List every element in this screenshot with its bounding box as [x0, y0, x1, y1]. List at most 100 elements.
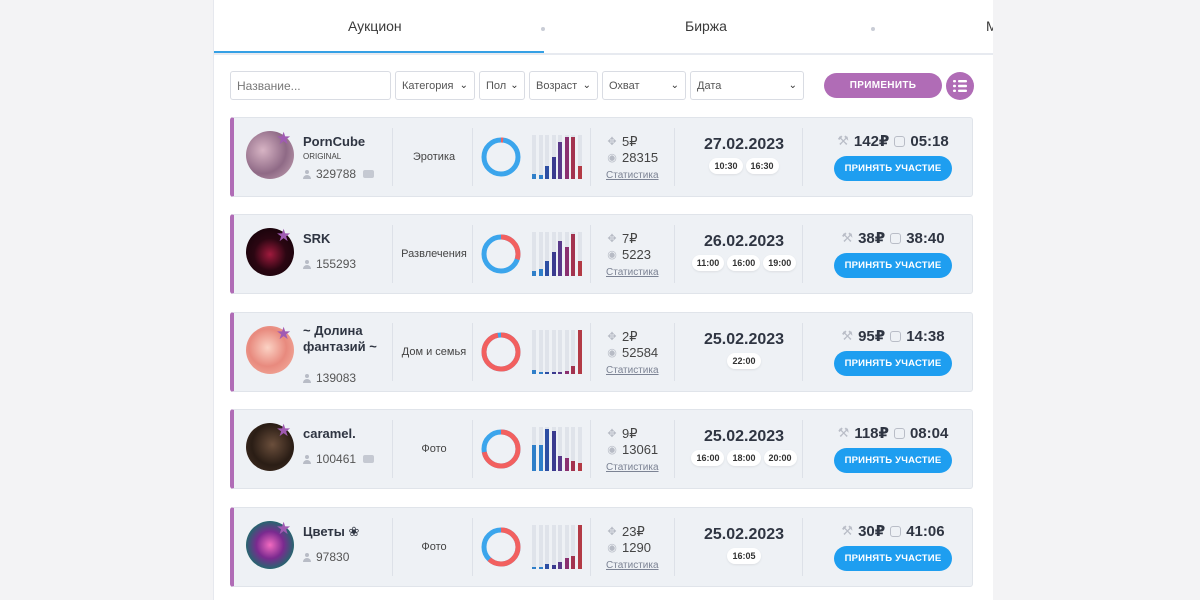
gavel-icon: ⚒	[841, 523, 854, 538]
bid-block: ⚒ 95₽ 14:38 ПРИНЯТЬ УЧАСТИЕ	[818, 327, 968, 376]
avatar[interactable]	[246, 228, 294, 276]
avatar[interactable]	[246, 326, 294, 374]
join-auction-button[interactable]: ПРИНЯТЬ УЧАСТИЕ	[834, 351, 952, 376]
channel-name[interactable]: caramel.	[303, 426, 356, 441]
chevron-down-icon: ⌄	[459, 80, 468, 91]
join-auction-button[interactable]: ПРИНЯТЬ УЧАСТИЕ	[834, 448, 952, 473]
countdown-timer: 38:40	[906, 229, 945, 247]
bar-track	[532, 135, 536, 179]
channel-name[interactable]: Цветы ❀	[303, 524, 360, 539]
bar-track	[532, 232, 536, 276]
join-auction-button[interactable]: ПРИНЯТЬ УЧАСТИЕ	[834, 546, 952, 571]
join-auction-button[interactable]: ПРИНЯТЬ УЧАСТИЕ	[834, 156, 952, 181]
tab-auction[interactable]: Аукцион	[348, 18, 402, 34]
column-divider	[674, 128, 675, 186]
category-select-label: Категория	[402, 79, 454, 92]
chat-icon[interactable]	[363, 170, 375, 178]
column-divider	[674, 225, 675, 283]
column-divider	[472, 225, 473, 283]
subscriber-value: 329788	[316, 167, 357, 181]
time-slot[interactable]: 16:00	[727, 255, 761, 271]
publication-date: 27.02.2023	[703, 136, 785, 153]
subscriber-value: 100461	[316, 452, 357, 466]
user-icon	[303, 373, 311, 383]
bar-track	[545, 330, 549, 374]
tab-third[interactable]: М	[986, 18, 993, 34]
bar-fill	[551, 157, 556, 179]
crosshair-icon: ✥	[607, 233, 617, 245]
time-slot[interactable]: 22:00	[727, 353, 761, 369]
bar-track	[532, 427, 536, 471]
channel-name[interactable]: SRK	[303, 231, 331, 246]
statistics-link[interactable]: Статистика	[606, 170, 659, 181]
bar-track	[545, 135, 549, 179]
avatar[interactable]	[246, 423, 294, 471]
current-bid: 118₽	[854, 425, 889, 442]
bar-fill	[538, 445, 543, 471]
avatar[interactable]	[246, 131, 294, 179]
time-slot[interactable]: 11:00	[691, 255, 725, 271]
apply-button[interactable]: ПРИМЕНИТЬ	[824, 73, 942, 98]
bar-fill	[564, 458, 569, 471]
bar-fill	[571, 366, 575, 374]
bar-track	[564, 330, 569, 374]
time-slot[interactable]: 16:05	[727, 548, 761, 564]
chevron-down-icon: ⌄	[582, 80, 591, 91]
bid-block: ⚒ 38₽ 38:40 ПРИНЯТЬ УЧАСТИЕ	[818, 229, 968, 278]
countdown-timer: 14:38	[906, 327, 945, 345]
bar-fill	[551, 565, 556, 569]
time-slot[interactable]: 16:00	[691, 450, 725, 466]
stats-block: ✥ 5₽ ◉ 28315 Статистика	[606, 134, 659, 184]
column-divider	[674, 323, 675, 381]
time-slot[interactable]: 20:00	[763, 450, 797, 466]
tab-exchange[interactable]: Биржа	[685, 18, 727, 34]
donut-segment-red	[481, 137, 521, 177]
cpm-price: 7₽	[622, 231, 638, 246]
join-auction-button[interactable]: ПРИНЯТЬ УЧАСТИЕ	[834, 253, 952, 278]
age-bar-chart	[532, 135, 584, 179]
publication-date: 25.02.2023	[703, 331, 785, 348]
channel-name[interactable]: ~ Долина фантазий ~	[303, 323, 377, 354]
channel-row: ★ caramel. 100461 Фото ✥ 9₽ ◉ 13061 Статистика 25…	[230, 409, 973, 489]
statistics-link[interactable]: Статистика	[606, 267, 659, 278]
date-select[interactable]: Дата ⌄	[690, 71, 804, 100]
tab-separator-dot	[541, 27, 545, 31]
publication-date: 26.02.2023	[703, 233, 785, 250]
age-select[interactable]: Возраст ⌄	[529, 71, 598, 100]
channel-name[interactable]: PornCube	[303, 134, 366, 149]
bar-track	[551, 232, 556, 276]
name-search-input[interactable]: Название...	[230, 71, 391, 100]
bar-track	[551, 525, 556, 569]
age-bar-chart	[532, 232, 584, 276]
reach-select[interactable]: Охват ⌄	[602, 71, 686, 100]
statistics-link[interactable]: Статистика	[606, 462, 659, 473]
gender-donut-chart	[481, 527, 521, 567]
category-select[interactable]: Категория ⌄	[395, 71, 475, 100]
bar-fill	[532, 370, 536, 374]
avatar[interactable]	[246, 521, 294, 569]
cpm-price: 23₽	[622, 524, 645, 539]
bar-track	[564, 232, 569, 276]
list-view-button[interactable]	[946, 72, 974, 100]
channel-row: ★ SRK 155293 Развлечения ✥ 7₽ ◉ 5223 Статистика 2…	[230, 214, 973, 294]
time-slot[interactable]: 19:00	[763, 255, 797, 271]
statistics-link[interactable]: Статистика	[606, 560, 659, 571]
chat-icon[interactable]	[363, 455, 375, 463]
subscriber-count: 329788	[303, 167, 375, 181]
time-slot[interactable]: 18:00	[727, 450, 761, 466]
timer-icon	[890, 525, 902, 537]
statistics-link[interactable]: Статистика	[606, 365, 659, 376]
bar-fill	[532, 445, 536, 471]
channel-row: ★ Цветы ❀ 97830 Фото ✥ 23₽ ◉ 1290 Статистика 25.0…	[230, 507, 973, 587]
crosshair-icon: ✥	[607, 136, 617, 148]
column-divider	[802, 323, 803, 381]
time-slot[interactable]: 10:30	[709, 158, 743, 174]
bar-fill	[545, 564, 549, 569]
time-slot[interactable]: 16:30	[745, 158, 779, 174]
gender-select[interactable]: Пол ⌄	[479, 71, 525, 100]
bar-track	[571, 525, 575, 569]
star-icon: ★	[276, 519, 292, 538]
bid-block: ⚒ 142₽ 05:18 ПРИНЯТЬ УЧАСТИЕ	[818, 132, 968, 181]
star-icon: ★	[276, 226, 292, 245]
eye-icon: ◉	[607, 347, 617, 359]
